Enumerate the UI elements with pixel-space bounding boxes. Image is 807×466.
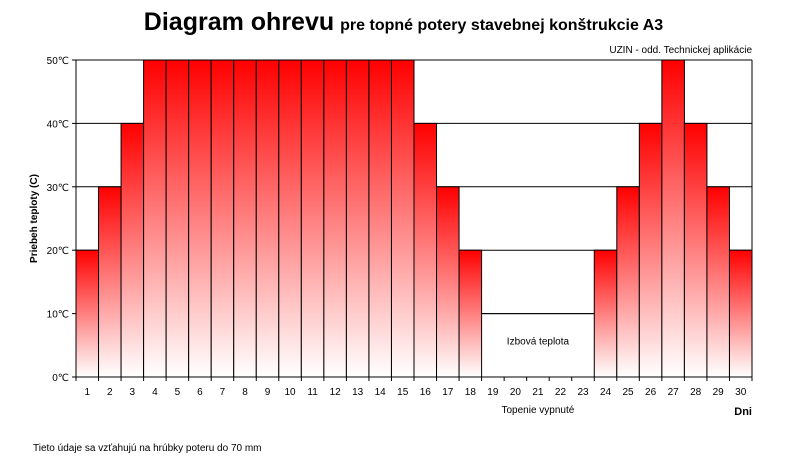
x-tick-label: 18	[465, 387, 477, 398]
x-tick-label: 6	[197, 387, 203, 398]
x-tick-label: 20	[510, 387, 522, 398]
bar	[233, 59, 257, 378]
heating-chart: UZIN - odd. Technickej aplikácie Izbová …	[29, 45, 753, 418]
x-tick-label: 28	[690, 387, 702, 398]
x-tick-label: 23	[577, 387, 589, 398]
bar	[728, 249, 753, 378]
heating-off-label: Topenie vypnuté	[502, 405, 575, 416]
y-tick-label: 0℃	[52, 373, 69, 384]
y-tick-label: 20℃	[47, 246, 69, 257]
x-tick-label: 22	[555, 387, 567, 398]
bar	[98, 186, 122, 378]
x-tick-label: 12	[330, 387, 342, 398]
bar	[661, 59, 685, 378]
y-axis-label: Priebeh teploty (C)	[29, 174, 40, 263]
y-tick-labels: 0℃ 10℃ 20℃ 30℃ 40℃ 50℃	[47, 56, 76, 384]
x-axis-label: Dni	[734, 406, 752, 418]
bar	[300, 59, 325, 378]
x-tick-label: 17	[442, 387, 454, 398]
bar	[345, 59, 370, 378]
x-tick-label: 8	[242, 387, 248, 398]
bar	[165, 59, 190, 378]
bar	[143, 59, 167, 378]
y-tick-label: 50℃	[47, 56, 69, 67]
x-tick-label: 10	[285, 387, 297, 398]
y-tick-label: 10℃	[47, 310, 69, 321]
x-tick-label: 21	[532, 387, 544, 398]
x-tick-label: 16	[420, 387, 432, 398]
x-tick-label: 4	[152, 387, 158, 398]
x-tick-label: 15	[397, 387, 409, 398]
bar	[593, 249, 618, 378]
bar	[706, 186, 730, 378]
bar	[638, 122, 663, 378]
bar	[390, 59, 415, 378]
x-tick-label: 1	[84, 387, 90, 398]
bars	[75, 59, 753, 378]
y-tick-label: 30℃	[47, 183, 69, 194]
x-tick-label: 11	[307, 387, 318, 398]
bar	[210, 59, 235, 378]
x-tick-label: 24	[600, 387, 612, 398]
footnote: Tieto údaje sa vzťahujú na hrúbky poteru…	[33, 443, 262, 454]
chart-title-block: Diagram ohrevu pre topné potery stavebnej…	[0, 8, 807, 37]
x-tick-label: 5	[175, 387, 181, 398]
x-tick-label: 19	[487, 387, 499, 398]
bar	[120, 122, 145, 378]
bar	[413, 122, 438, 378]
chart-subtitle: pre topné potery stavebnej konštrukcie A…	[340, 17, 664, 34]
bar	[323, 59, 347, 378]
x-tick-label: 27	[668, 387, 680, 398]
x-tick-label: 14	[375, 387, 387, 398]
x-tick-labels: 1 2 3 4 5 6 7 8 9 10 11 12 13 14 15 16 17 18 19 20 21 22 23 24 2…	[75, 377, 753, 398]
x-tick-label: 30	[735, 387, 747, 398]
x-tick-label: 2	[107, 387, 113, 398]
x-tick-label: 3	[130, 387, 136, 398]
bar	[278, 59, 302, 378]
room-temperature-label: Izbová teplota	[507, 337, 570, 348]
source-label: UZIN - odd. Technickej aplikácie	[609, 45, 752, 56]
annotations: Izbová teplota Topenie vypnuté	[481, 313, 595, 416]
bar	[458, 249, 483, 378]
x-tick-label: 29	[713, 387, 725, 398]
chart-title: Diagram ohrevu	[143, 8, 335, 36]
bar	[683, 122, 708, 378]
bar	[436, 186, 460, 378]
y-tick-label: 40℃	[47, 119, 69, 130]
bar	[188, 59, 212, 378]
x-tick-label: 7	[220, 387, 226, 398]
bar	[255, 59, 280, 378]
x-tick-label: 9	[265, 387, 271, 398]
x-tick-label: 26	[645, 387, 657, 398]
x-tick-label: 13	[352, 387, 364, 398]
bar	[616, 186, 640, 378]
bar	[75, 249, 100, 378]
x-tick-label: 25	[623, 387, 635, 398]
bar	[368, 59, 392, 378]
